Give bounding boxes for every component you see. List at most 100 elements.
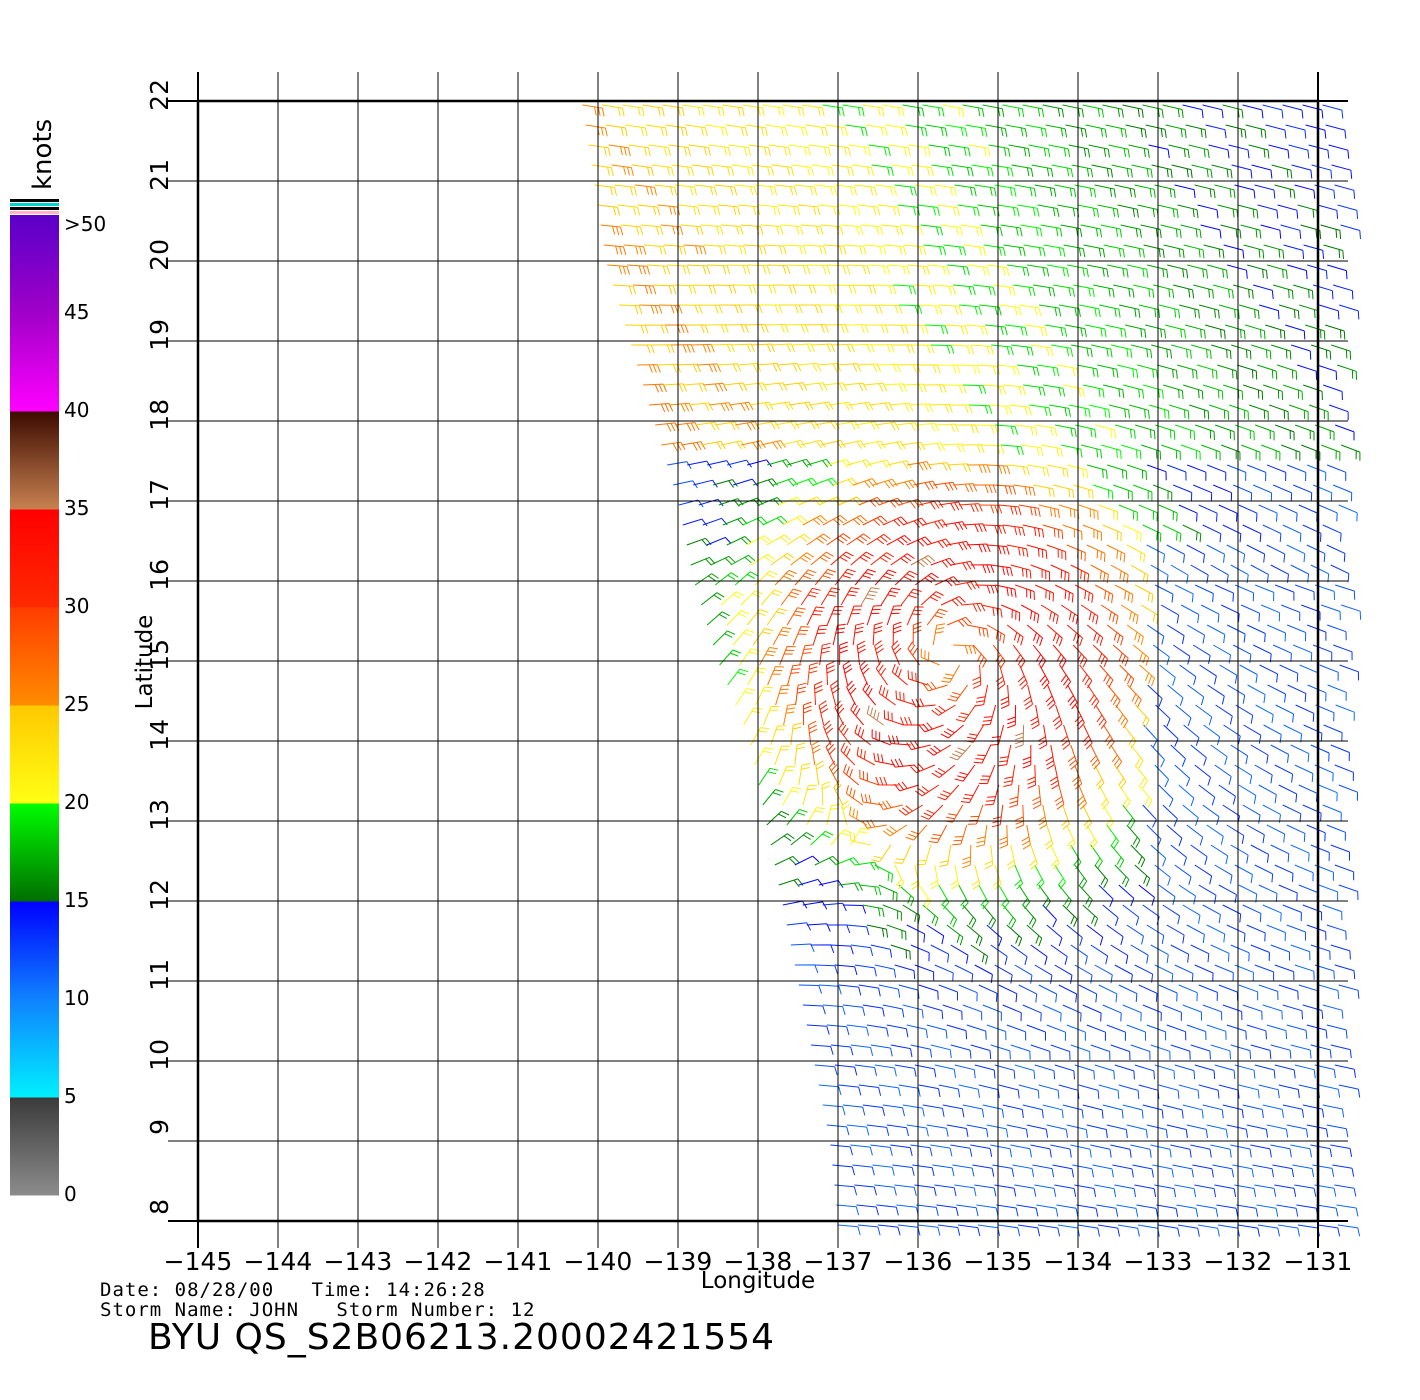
wind-barb bbox=[748, 144, 771, 156]
wind-barb bbox=[673, 284, 697, 294]
wind-barb bbox=[1258, 1084, 1280, 1099]
wind-barb bbox=[1034, 1184, 1057, 1197]
wind-barb bbox=[1194, 964, 1214, 982]
wind-barb bbox=[1253, 284, 1274, 300]
wind-barb bbox=[1222, 1104, 1244, 1119]
wind-barb bbox=[971, 864, 981, 890]
wind-barb bbox=[1192, 644, 1211, 665]
wind-barb bbox=[872, 1164, 895, 1176]
wind-barb bbox=[774, 184, 798, 196]
wind-barb bbox=[1254, 764, 1273, 784]
wind-barb bbox=[1023, 244, 1046, 257]
wind-barb bbox=[895, 690, 916, 706]
wind-barb bbox=[1066, 1124, 1088, 1138]
wind-barb bbox=[627, 264, 651, 275]
wind-barb bbox=[1102, 104, 1124, 118]
wind-barb bbox=[1130, 844, 1146, 868]
wind-barb bbox=[809, 401, 834, 411]
wind-barb bbox=[602, 104, 625, 117]
wind-barb bbox=[1330, 844, 1350, 861]
wind-barb bbox=[1242, 524, 1262, 543]
wind-barb bbox=[1151, 164, 1173, 178]
wind-barb bbox=[619, 304, 643, 315]
wind-barb bbox=[1317, 204, 1339, 219]
wind-barb bbox=[791, 343, 816, 353]
wind-barb bbox=[1117, 1224, 1140, 1237]
wind-barb bbox=[702, 104, 725, 117]
wind-barb bbox=[857, 204, 881, 216]
wind-barb bbox=[1302, 104, 1324, 119]
wind-barb bbox=[880, 587, 901, 606]
wind-barb bbox=[912, 621, 922, 646]
wind-barb bbox=[843, 763, 860, 786]
wind-barb bbox=[1310, 744, 1330, 762]
color-scale-segment bbox=[10, 215, 59, 314]
wind-barb bbox=[1135, 424, 1156, 440]
wind-barb bbox=[727, 459, 752, 468]
wind-barb bbox=[882, 516, 908, 527]
wind-barb bbox=[871, 844, 892, 863]
wind-barb bbox=[1067, 744, 1078, 770]
wind-barb bbox=[1036, 1204, 1059, 1217]
wind-barb bbox=[991, 344, 1014, 356]
wind-barb bbox=[1010, 564, 1032, 579]
wind-barb bbox=[1231, 164, 1253, 179]
wind-barb bbox=[998, 744, 1012, 767]
wind-barb bbox=[694, 573, 719, 586]
wind-barb bbox=[1134, 1064, 1155, 1080]
wind-barb bbox=[945, 124, 968, 137]
wind-barb bbox=[1045, 744, 1055, 770]
wind-barb bbox=[1125, 124, 1147, 138]
wind-barb bbox=[1021, 824, 1031, 850]
wind-barb bbox=[1012, 1164, 1035, 1177]
wind-barb bbox=[862, 819, 887, 829]
wind-barb bbox=[1198, 784, 1216, 806]
wind-barb bbox=[790, 832, 815, 846]
wind-barb bbox=[802, 901, 828, 910]
wind-barb bbox=[1339, 304, 1360, 320]
wind-barb bbox=[1151, 344, 1172, 359]
wind-barb bbox=[660, 224, 684, 236]
wind-barb bbox=[862, 515, 888, 526]
wind-barb bbox=[987, 264, 1010, 277]
wind-barb bbox=[1212, 1164, 1234, 1178]
wind-barb bbox=[1134, 584, 1154, 603]
wind-barb bbox=[984, 844, 994, 870]
wind-barb bbox=[1238, 504, 1258, 522]
wind-barb bbox=[914, 784, 940, 797]
wind-barb bbox=[1160, 604, 1180, 624]
wind-barb bbox=[905, 324, 929, 334]
wind-barb bbox=[985, 324, 1008, 336]
wind-barb bbox=[975, 824, 988, 848]
wind-barb bbox=[1299, 304, 1320, 320]
wind-barb bbox=[946, 1124, 969, 1137]
wind-barb bbox=[974, 184, 997, 197]
wind-barb bbox=[926, 744, 952, 756]
wind-barb bbox=[906, 924, 926, 943]
wind-barb bbox=[775, 684, 791, 706]
wind-barb bbox=[1002, 524, 1026, 537]
wind-barb bbox=[1046, 924, 1063, 947]
wind-barb bbox=[1302, 1004, 1324, 1020]
wind-barb bbox=[1158, 504, 1178, 522]
wind-barb bbox=[749, 401, 774, 411]
wind-barb bbox=[1298, 984, 1319, 1000]
wind-barb bbox=[767, 264, 791, 275]
wind-barb bbox=[642, 104, 665, 117]
wind-barb bbox=[1197, 1224, 1220, 1237]
wind-barb bbox=[1138, 984, 1158, 1002]
wind-barb bbox=[1014, 1184, 1037, 1197]
wind-barb bbox=[1134, 764, 1148, 789]
wind-barb bbox=[1157, 204, 1179, 219]
wind-barb bbox=[1323, 244, 1344, 260]
wind-barb bbox=[1098, 884, 1114, 907]
wind-barb bbox=[1237, 204, 1259, 219]
wind-barb bbox=[774, 569, 797, 586]
wind-barb bbox=[1182, 1104, 1204, 1119]
wind-barb bbox=[958, 503, 983, 513]
wind-barb bbox=[890, 758, 915, 768]
wind-barb bbox=[1277, 1224, 1300, 1237]
wind-barb bbox=[840, 742, 856, 766]
wind-barb bbox=[683, 383, 708, 392]
wind-barb bbox=[723, 244, 747, 255]
